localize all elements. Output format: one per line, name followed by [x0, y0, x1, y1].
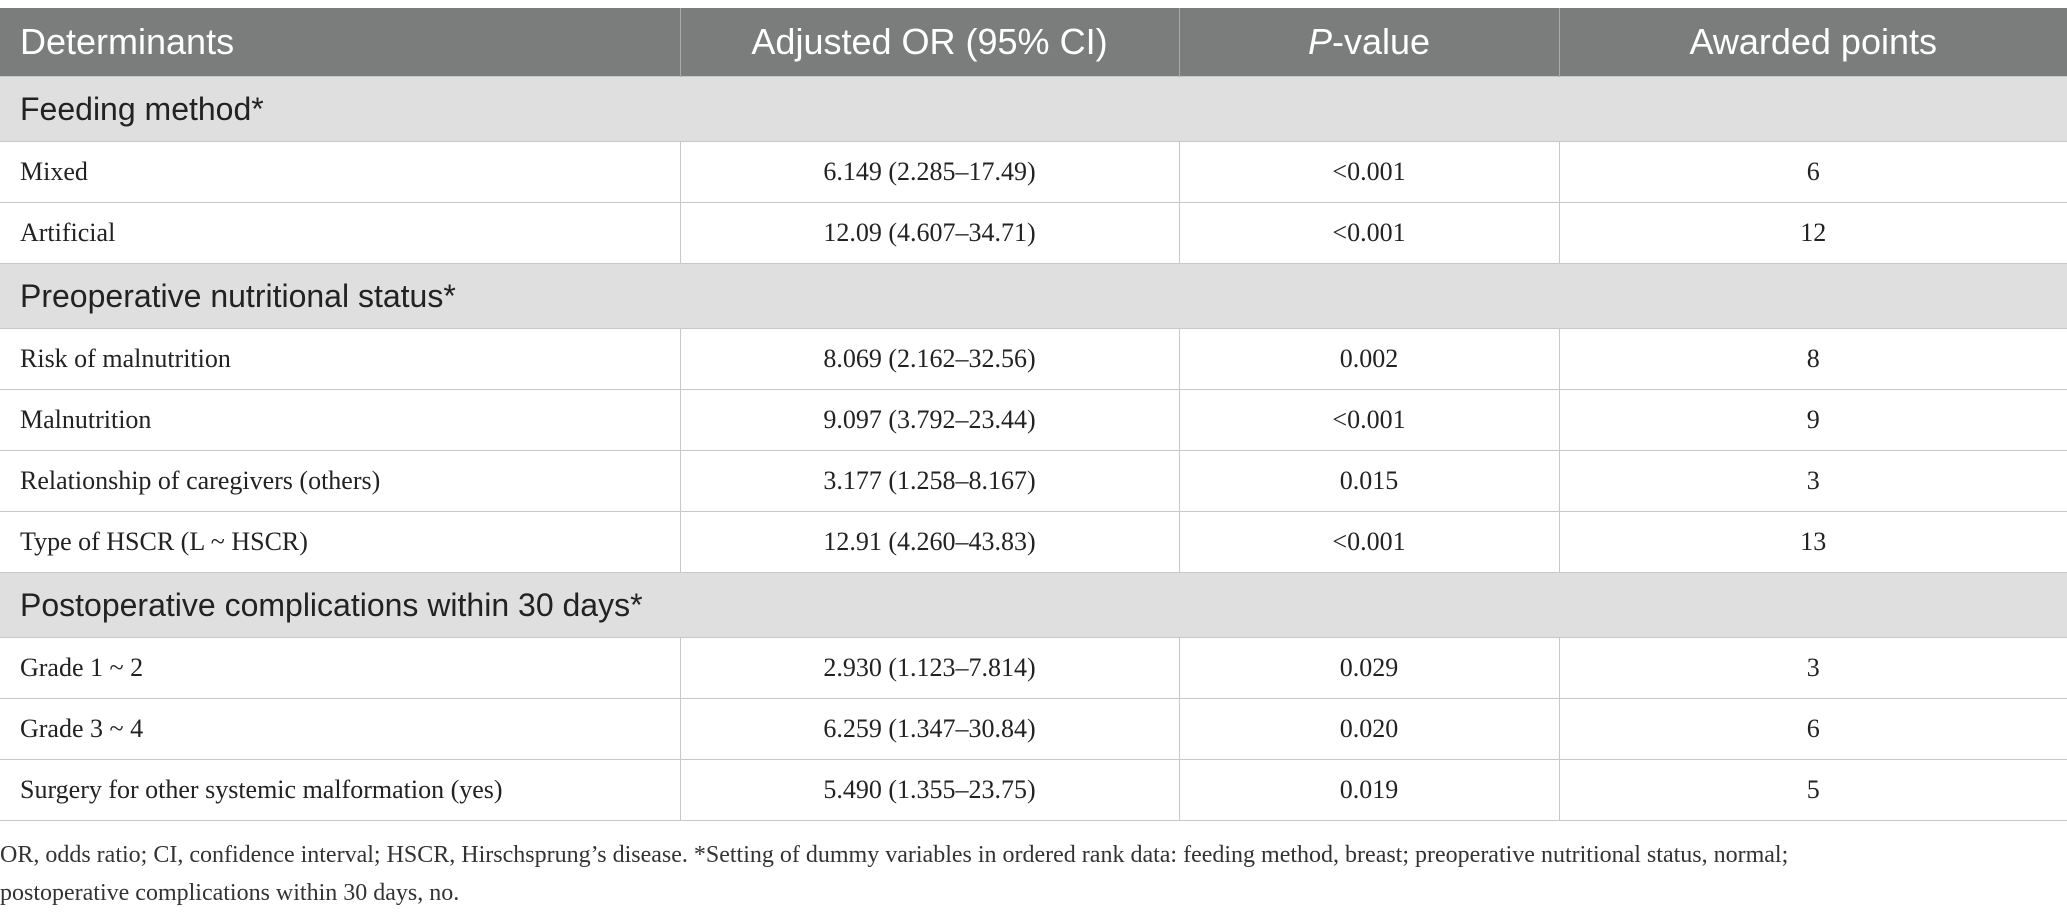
determinant-cell: Risk of malnutrition [0, 328, 681, 390]
p-value-cell: 0.019 [1178, 759, 1560, 821]
points-cell: 6 [1558, 141, 2067, 203]
odds-ratio-cell: 6.149 (2.285–17.49) [679, 141, 1180, 203]
footnote-line-1: OR, odds ratio; CI, confidence interval;… [0, 842, 1789, 868]
determinant-cell: Malnutrition [0, 389, 681, 451]
determinant-cell: Relationship of caregivers (others) [0, 450, 681, 512]
odds-ratio-cell: 12.09 (4.607–34.71) [679, 202, 1180, 264]
odds-ratio-cell: 12.91 (4.260–43.83) [679, 511, 1180, 573]
p-value-cell: <0.001 [1178, 389, 1560, 451]
determinants-table: Determinants Adjusted OR (95% CI) P-valu… [0, 8, 2067, 821]
p-value-cell: 0.002 [1178, 328, 1560, 390]
p-value-cell: 0.020 [1178, 698, 1560, 760]
table-row: Risk of malnutrition 8.069 (2.162–32.56)… [0, 328, 2067, 390]
footnote-line-2: postoperative complications within 30 da… [0, 880, 460, 906]
header-determinants: Determinants [0, 8, 680, 77]
p-value-cell: 0.029 [1178, 637, 1560, 699]
determinant-cell: Artificial [0, 202, 681, 264]
table-footnote: OR, odds ratio; CI, confidence interval;… [0, 836, 2040, 912]
section-title: Preoperative nutritional status* [0, 263, 2067, 329]
p-value-cell: 0.015 [1178, 450, 1560, 512]
section-row-feeding-method: Feeding method* [0, 76, 2067, 142]
header-p-value-rest: -value [1331, 21, 1431, 62]
points-cell: 8 [1558, 328, 2067, 390]
table-header-row: Determinants Adjusted OR (95% CI) P-valu… [0, 8, 2067, 77]
points-cell: 5 [1558, 759, 2067, 821]
header-p-value-italic: P [1307, 21, 1332, 62]
table-row: Malnutrition 9.097 (3.792–23.44) <0.001 … [0, 389, 2067, 451]
odds-ratio-cell: 5.490 (1.355–23.75) [679, 759, 1180, 821]
results-table-container: Determinants Adjusted OR (95% CI) P-valu… [0, 8, 2067, 821]
header-awarded-points: Awarded points [1558, 8, 2067, 77]
section-title: Postoperative complications within 30 da… [0, 572, 2067, 638]
determinant-cell: Type of HSCR (L ~ HSCR) [0, 511, 681, 573]
table-row: Type of HSCR (L ~ HSCR) 12.91 (4.260–43.… [0, 511, 2067, 573]
determinant-cell: Grade 1 ~ 2 [0, 637, 681, 699]
odds-ratio-cell: 8.069 (2.162–32.56) [679, 328, 1180, 390]
determinant-cell: Surgery for other systemic malformation … [0, 759, 681, 821]
p-value-cell: <0.001 [1178, 141, 1560, 203]
header-p-value: P-value [1178, 8, 1559, 77]
section-row-preoperative-nutritional-status: Preoperative nutritional status* [0, 263, 2067, 329]
table-row: Relationship of caregivers (others) 3.17… [0, 450, 2067, 512]
points-cell: 3 [1558, 637, 2067, 699]
odds-ratio-cell: 9.097 (3.792–23.44) [679, 389, 1180, 451]
p-value-cell: <0.001 [1178, 202, 1560, 264]
section-title: Feeding method* [0, 76, 2067, 142]
determinant-cell: Mixed [0, 141, 681, 203]
determinant-cell: Grade 3 ~ 4 [0, 698, 681, 760]
section-row-postoperative-complications: Postoperative complications within 30 da… [0, 572, 2067, 638]
points-cell: 3 [1558, 450, 2067, 512]
points-cell: 13 [1558, 511, 2067, 573]
odds-ratio-cell: 6.259 (1.347–30.84) [679, 698, 1180, 760]
table-row: Artificial 12.09 (4.607–34.71) <0.001 12 [0, 202, 2067, 264]
points-cell: 12 [1558, 202, 2067, 264]
points-cell: 6 [1558, 698, 2067, 760]
odds-ratio-cell: 2.930 (1.123–7.814) [679, 637, 1180, 699]
table-row: Grade 1 ~ 2 2.930 (1.123–7.814) 0.029 3 [0, 637, 2067, 699]
p-value-cell: <0.001 [1178, 511, 1560, 573]
table-row: Mixed 6.149 (2.285–17.49) <0.001 6 [0, 141, 2067, 203]
table-row: Grade 3 ~ 4 6.259 (1.347–30.84) 0.020 6 [0, 698, 2067, 760]
table-row: Surgery for other systemic malformation … [0, 759, 2067, 821]
header-adjusted-or: Adjusted OR (95% CI) [679, 8, 1179, 77]
points-cell: 9 [1558, 389, 2067, 451]
odds-ratio-cell: 3.177 (1.258–8.167) [679, 450, 1180, 512]
